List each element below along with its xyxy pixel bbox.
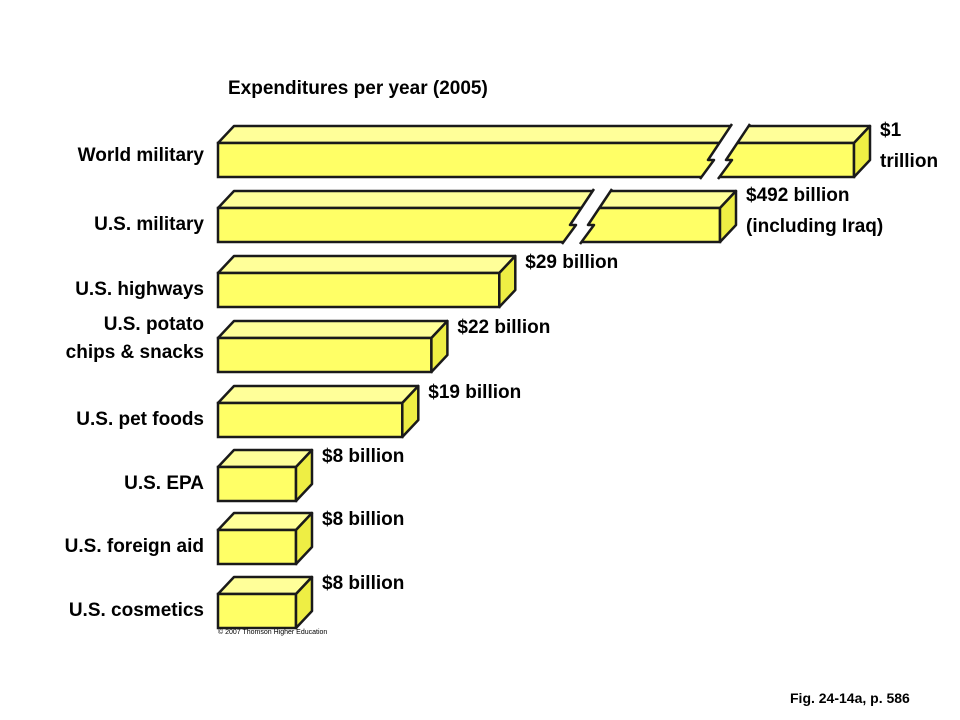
category-label: U.S. potato chips & snacks: [65, 314, 204, 363]
value-label: $8 billion: [322, 509, 405, 530]
bar-top-face: [216, 384, 420, 405]
bar-top-face: [216, 189, 738, 210]
bar-side-face: [294, 448, 314, 503]
category-label: U.S. EPA: [124, 473, 204, 494]
axis-break-line: [716, 123, 752, 180]
axis-break-line: [578, 188, 614, 245]
bar: [216, 206, 722, 244]
bar-side-face: [430, 319, 449, 374]
category-label: U.S. foreign aid: [64, 536, 204, 557]
category-label: U.S. military: [94, 214, 204, 235]
axis-break-line: [560, 188, 596, 245]
chart-title: Expenditures per year (2005): [228, 78, 488, 99]
value-label: $22 billion: [457, 317, 551, 338]
axis-break-gap: [562, 189, 612, 244]
bar: [216, 401, 404, 439]
bar: [216, 592, 298, 630]
value-label: $492 billion (including Iraq): [746, 185, 884, 237]
value-label: $8 billion: [322, 573, 405, 594]
bar-side-face: [401, 384, 420, 439]
bar: [216, 336, 433, 374]
category-label: World military: [77, 145, 204, 166]
bar: [216, 141, 856, 179]
bar-top-face: [216, 319, 449, 340]
figure-caption: Fig. 24-14a, p. 586: [790, 690, 910, 706]
bar-side-face: [852, 124, 872, 179]
axis-break-gap: [700, 124, 750, 179]
bar: [216, 271, 501, 309]
category-label: U.S. pet foods: [76, 409, 204, 430]
bar-top-face: [216, 124, 872, 145]
category-label: U.S. cosmetics: [68, 600, 204, 621]
copyright-notice: © 2007 Thomson Higher Education: [218, 629, 328, 636]
bar-top-face: [216, 254, 517, 275]
bar-side-face: [294, 575, 314, 630]
bar-side-face: [498, 254, 517, 309]
value-label: $8 billion: [322, 446, 405, 467]
value-label: $29 billion: [525, 252, 619, 273]
bar: [216, 528, 298, 566]
value-label: $1 trillion: [880, 120, 939, 172]
axis-break-line: [698, 123, 734, 180]
bar-side-face: [294, 511, 314, 566]
value-label: $19 billion: [428, 382, 522, 403]
bar-side-face: [718, 189, 738, 244]
bar: [216, 465, 298, 503]
category-label: U.S. highways: [75, 279, 204, 300]
